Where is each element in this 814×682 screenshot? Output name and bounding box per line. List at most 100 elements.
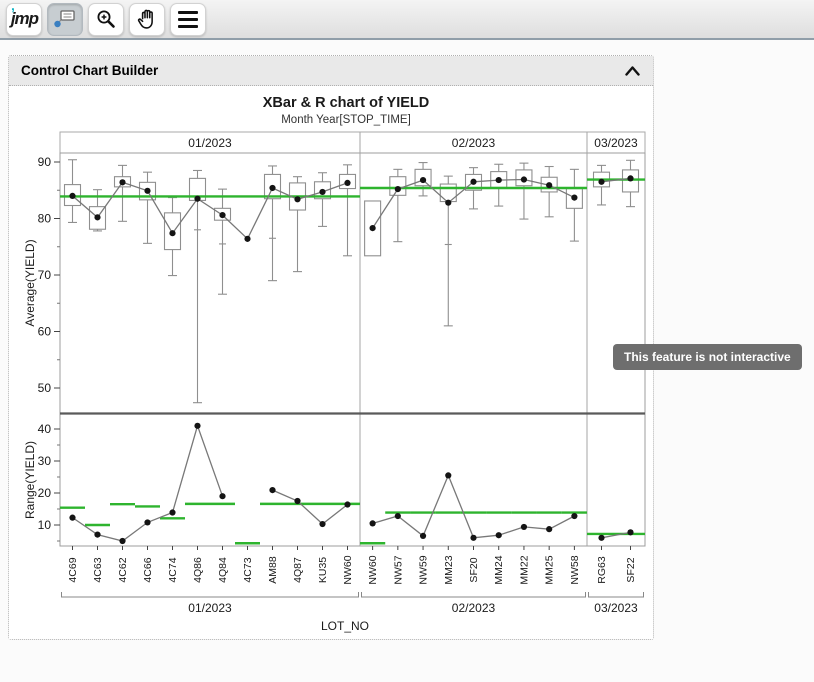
lot-label: 4C69 xyxy=(67,557,79,582)
annotation-tool-button[interactable] xyxy=(47,2,83,36)
lot-label: AM88 xyxy=(267,556,279,584)
lot-label: KU35 xyxy=(317,557,329,583)
y-tick-label: 50 xyxy=(38,381,52,395)
mean-point xyxy=(344,179,351,187)
range-point xyxy=(369,520,376,527)
chart-title: XBar & R chart of YIELD xyxy=(263,95,430,111)
group-bracket xyxy=(588,592,644,598)
lot-label: NW58 xyxy=(569,555,581,584)
group-bracket xyxy=(61,592,359,598)
range-point xyxy=(269,487,276,494)
lot-label: RG63 xyxy=(596,556,608,584)
group-label: 01/2023 xyxy=(188,601,232,615)
chevron-up-icon[interactable] xyxy=(624,65,641,77)
range-point xyxy=(344,501,351,508)
group-bracket xyxy=(361,592,586,598)
mean-point xyxy=(546,182,553,189)
box xyxy=(439,183,457,203)
callout-icon xyxy=(54,10,75,28)
range-point xyxy=(495,532,502,539)
mean-point xyxy=(219,212,226,219)
mean-point xyxy=(94,214,101,221)
grab-tool-button[interactable] xyxy=(129,2,165,36)
range-point xyxy=(627,529,634,536)
range-plot-frame xyxy=(59,413,646,547)
jmp-logo: ʼjmp xyxy=(10,5,39,28)
range-point xyxy=(598,534,605,541)
lot-label: MM22 xyxy=(518,555,530,584)
y-tick-label: 30 xyxy=(38,454,52,468)
range-point xyxy=(546,526,553,533)
box xyxy=(389,176,407,196)
yaxis-title-average: Average(YIELD) xyxy=(23,239,37,326)
mean-point xyxy=(598,178,605,185)
y-tick-label: 20 xyxy=(38,486,52,500)
lot-label: SF20 xyxy=(468,557,480,582)
y-tick-label: 80 xyxy=(38,212,52,226)
range-series-line xyxy=(601,531,631,539)
range-point xyxy=(394,512,401,520)
lot-label: NW60 xyxy=(342,555,354,584)
mean-point xyxy=(144,187,151,194)
lot-label: 4Q84 xyxy=(217,557,229,583)
xbar-series-line xyxy=(72,181,348,240)
mean-point xyxy=(495,176,502,184)
group-label: 03/2023 xyxy=(594,601,638,615)
range-point xyxy=(94,531,101,538)
jmp-logo-button[interactable]: ʼjmp xyxy=(6,2,42,36)
panel-title: Control Chart Builder xyxy=(21,63,159,78)
range-point xyxy=(419,532,427,539)
lot-label: 4C62 xyxy=(117,557,129,582)
xbar-series-line xyxy=(601,177,631,183)
mean-point xyxy=(294,196,301,203)
chart-area: XBar & R chart of YIELD Month Year[STOP_T… xyxy=(9,86,653,639)
range-point xyxy=(194,422,201,429)
hand-icon xyxy=(137,9,153,29)
range-point xyxy=(144,519,151,526)
range-point xyxy=(119,537,126,545)
lot-label: MM23 xyxy=(443,555,455,584)
lot-label: 4Q87 xyxy=(292,557,304,583)
menu-button[interactable] xyxy=(170,2,206,36)
range-point xyxy=(571,512,578,520)
mean-point xyxy=(194,195,201,202)
tooltip-text: This feature is not interactive xyxy=(624,350,791,364)
range-point xyxy=(294,497,301,505)
month-band-label: 01/2023 xyxy=(188,136,232,150)
month-band-label: 02/2023 xyxy=(452,136,496,150)
jmp-logo-accent: ʼ xyxy=(10,5,15,21)
mean-point xyxy=(244,235,251,242)
range-point xyxy=(219,493,226,500)
lot-label: 4Q86 xyxy=(192,557,204,583)
lot-label: 4C73 xyxy=(242,557,254,582)
group-label: 02/2023 xyxy=(452,601,496,615)
lot-label: 4C66 xyxy=(142,557,154,582)
lot-label: MM25 xyxy=(544,555,556,584)
lot-label: NW59 xyxy=(418,555,430,584)
toolbar: ʼjmp xyxy=(0,0,814,40)
mean-point xyxy=(627,175,634,182)
range-point xyxy=(169,509,176,516)
lot-label: NW57 xyxy=(392,555,404,584)
mean-point xyxy=(319,188,326,196)
month-band-label: 03/2023 xyxy=(594,136,638,150)
range-point xyxy=(520,523,528,531)
mean-point xyxy=(419,176,427,184)
mean-point xyxy=(169,230,176,237)
mean-point xyxy=(394,186,401,193)
mean-point xyxy=(69,192,76,199)
lot-label: MM24 xyxy=(493,555,505,584)
xaxis-title: LOT_NO xyxy=(321,619,369,633)
y-tick-label: 90 xyxy=(38,155,52,169)
mean-point xyxy=(369,225,376,232)
range-point xyxy=(470,534,477,541)
panel-header[interactable]: Control Chart Builder xyxy=(9,56,653,86)
lot-label: NW60 xyxy=(367,555,379,584)
mean-point xyxy=(445,199,452,206)
zoom-tool-button[interactable] xyxy=(88,2,124,36)
chart-subtitle: Month Year[STOP_TIME] xyxy=(281,114,411,126)
control-chart-builder-panel: Control Chart Builder XBar & R chart of … xyxy=(8,55,654,640)
xbar-r-chart: XBar & R chart of YIELD Month Year[STOP_T… xyxy=(23,95,646,633)
range-point xyxy=(445,472,452,479)
